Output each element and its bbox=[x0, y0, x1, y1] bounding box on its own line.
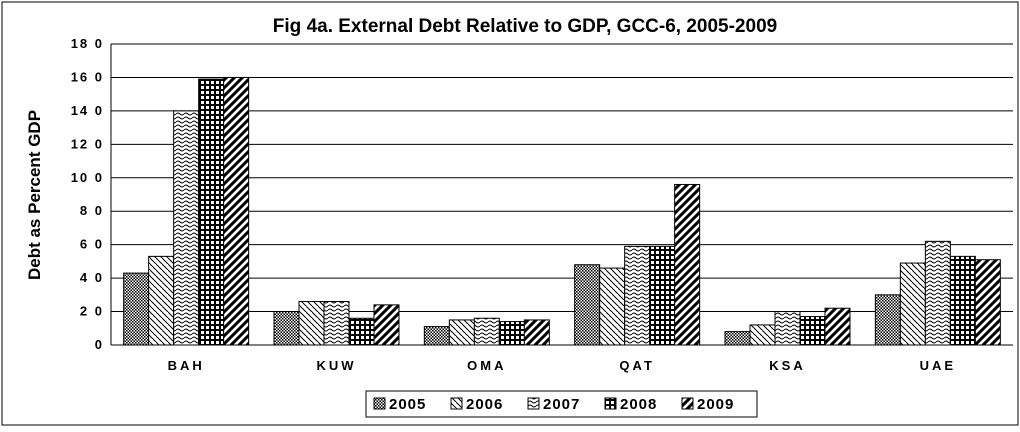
y-tick-label: 8 0 bbox=[80, 203, 104, 218]
y-axis-label: Debt as Percent GDP bbox=[25, 110, 44, 280]
legend-label: 2008 bbox=[620, 396, 657, 413]
legend-swatch bbox=[604, 397, 617, 410]
bar-ksa-2009 bbox=[824, 307, 851, 346]
plot-area bbox=[110, 43, 1013, 346]
bar-kuw-2007 bbox=[323, 301, 350, 346]
x-tick-labels: BAH KUW OMA QAT KSA UAE bbox=[168, 358, 956, 373]
y-tick-label: 0 bbox=[95, 337, 104, 352]
bar-bah-2008 bbox=[198, 78, 225, 346]
bar-bah-2007 bbox=[173, 110, 200, 346]
bar-qat-2006 bbox=[599, 267, 626, 346]
bar-uae-2008 bbox=[949, 255, 976, 346]
bar-qat-2009 bbox=[674, 183, 701, 346]
y-tick-label: 12 0 bbox=[71, 136, 104, 151]
bar-qat-2007 bbox=[624, 245, 651, 346]
bar-oma-2009 bbox=[523, 319, 550, 346]
bar-oma-2007 bbox=[473, 317, 500, 346]
legend: 2005 2006 2007 2008 2009 bbox=[365, 390, 758, 418]
legend-swatch bbox=[373, 397, 386, 410]
legend-swatch bbox=[527, 397, 540, 410]
bar-ksa-2005 bbox=[724, 331, 751, 346]
bar-kuw-2005 bbox=[273, 311, 300, 346]
bar-kuw-2009 bbox=[373, 304, 400, 346]
bar-qat-2005 bbox=[574, 264, 601, 346]
bar-ksa-2006 bbox=[749, 324, 776, 346]
legend-label: 2006 bbox=[466, 396, 503, 413]
y-tick-label: 6 0 bbox=[80, 237, 104, 252]
bar-bah-2009 bbox=[223, 76, 250, 346]
x-tick-label: QAT bbox=[619, 358, 654, 373]
bar-uae-2006 bbox=[899, 262, 926, 346]
legend-label: 2007 bbox=[543, 396, 580, 413]
legend-box bbox=[365, 390, 758, 418]
bar-kuw-2008 bbox=[348, 317, 375, 346]
legend-label: 2005 bbox=[389, 396, 426, 413]
bar-ksa-2007 bbox=[774, 311, 801, 346]
x-tick-label: KSA bbox=[769, 358, 805, 373]
x-tick-label: BAH bbox=[168, 358, 205, 373]
bar-uae-2007 bbox=[924, 240, 951, 346]
bar-uae-2005 bbox=[874, 294, 901, 346]
legend-items: 2005 2006 2007 2008 2009 bbox=[373, 396, 734, 413]
bar-ksa-2008 bbox=[799, 316, 826, 346]
y-tick-label: 18 0 bbox=[71, 36, 104, 51]
bar-qat-2008 bbox=[649, 245, 676, 346]
bar-oma-2005 bbox=[423, 326, 450, 346]
x-tick-label: KUW bbox=[316, 358, 356, 373]
y-tick-label: 14 0 bbox=[71, 103, 104, 118]
bar-uae-2009 bbox=[974, 259, 1001, 346]
bars bbox=[123, 76, 1001, 346]
bar-bah-2005 bbox=[123, 272, 150, 346]
legend-label: 2009 bbox=[697, 396, 734, 413]
bar-oma-2006 bbox=[448, 319, 475, 346]
legend-swatch bbox=[681, 397, 694, 410]
bar-oma-2008 bbox=[498, 321, 525, 346]
bar-kuw-2006 bbox=[298, 301, 325, 346]
y-tick-label: 10 0 bbox=[71, 170, 104, 185]
y-tick-label: 2 0 bbox=[80, 304, 104, 319]
x-tick-label: UAE bbox=[920, 358, 956, 373]
y-tick-labels: 0 2 0 4 0 6 0 8 0 10 0 12 0 14 0 16 0 18 0 bbox=[71, 36, 104, 352]
y-tick-label: 16 0 bbox=[71, 69, 104, 84]
gridlines bbox=[111, 43, 1013, 313]
x-tick-label: OMA bbox=[467, 358, 506, 373]
bar-bah-2006 bbox=[148, 255, 175, 346]
chart-title: Fig 4a. External Debt Relative to GDP, G… bbox=[273, 16, 777, 37]
y-tick-label: 4 0 bbox=[80, 270, 104, 285]
legend-swatch bbox=[450, 397, 463, 410]
